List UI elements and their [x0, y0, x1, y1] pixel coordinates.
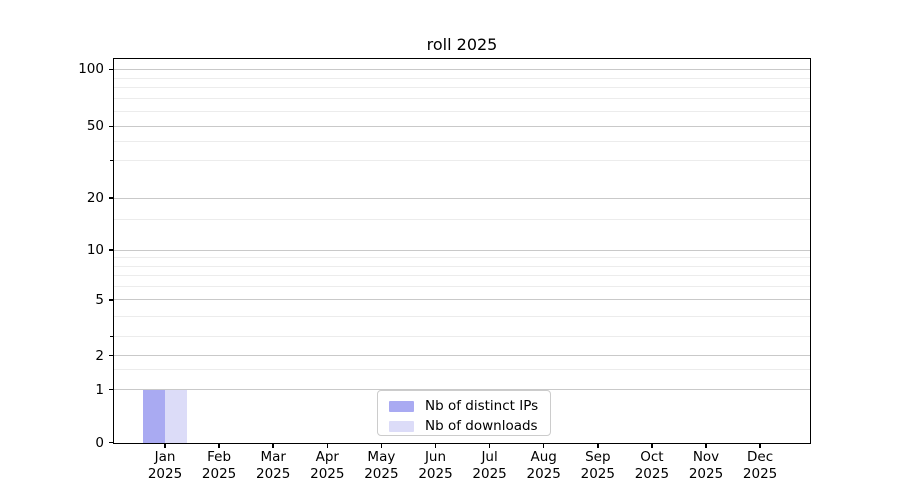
- x-tick: [380, 444, 383, 448]
- x-tick-label: Jul 2025: [460, 449, 520, 482]
- legend-label: Nb of distinct IPs: [425, 398, 539, 414]
- y-gridline-minor: [114, 77, 810, 79]
- x-tick-year: 2025: [472, 465, 507, 482]
- y-gridline-major: [114, 249, 810, 251]
- x-tick-month: Feb: [207, 449, 232, 465]
- y-tick: [109, 68, 113, 71]
- x-tick-year: 2025: [364, 465, 399, 482]
- y-tick-label: 0: [95, 434, 104, 451]
- x-tick-year: 2025: [742, 465, 778, 482]
- y-tick-label: 100: [78, 61, 104, 78]
- x-tick: [542, 444, 545, 448]
- x-tick-year: 2025: [688, 465, 724, 482]
- x-tick-month: Mar: [260, 449, 286, 465]
- y-tick-label: 10: [86, 242, 104, 258]
- y-tick-label: 1: [95, 381, 104, 398]
- x-tick: [326, 444, 329, 448]
- x-tick-month: Jul: [481, 449, 498, 465]
- x-tick-label: Apr 2025: [297, 449, 357, 482]
- legend-swatch-nb-of-downloads: [389, 420, 414, 432]
- y-gridline-minor: [114, 336, 810, 338]
- x-tick: [759, 444, 761, 448]
- x-tick-month: Oct: [640, 449, 664, 465]
- x-tick-label: Oct 2025: [622, 449, 682, 482]
- x-tick: [705, 444, 707, 448]
- x-tick-month: Aug: [530, 449, 557, 465]
- x-tick-label: May 2025: [351, 449, 411, 482]
- y-tick: [109, 299, 113, 301]
- x-tick-year: 2025: [526, 465, 561, 482]
- x-tick-year: 2025: [310, 465, 345, 482]
- y-tick-label: 50: [86, 118, 104, 135]
- x-tick: [164, 444, 166, 448]
- x-tick: [597, 444, 599, 448]
- legend-swatch-nb-of-distinct-ips: [389, 400, 414, 412]
- y-gridline-minor: [114, 140, 810, 142]
- x-tick: [434, 444, 437, 448]
- x-tick-month: Dec: [747, 449, 774, 465]
- y-tick-label: 20: [86, 190, 104, 207]
- x-tick-year: 2025: [147, 465, 183, 482]
- y-gridline-minor: [114, 110, 810, 112]
- legend: Nb of distinct IPs Nb of downloads: [377, 390, 551, 436]
- x-tick-label: Jan 2025: [135, 449, 195, 482]
- y-gridline-minor: [114, 265, 810, 267]
- y-gridline-major: [114, 125, 810, 127]
- y-gridline-minor: [114, 87, 810, 89]
- x-tick-year: 2025: [256, 465, 291, 482]
- x-tick-year: 2025: [580, 465, 615, 482]
- y-tick: [109, 354, 113, 357]
- x-tick-year: 2025: [201, 465, 237, 482]
- x-tick-label: Feb 2025: [189, 449, 249, 482]
- x-tick-month: Nov: [692, 449, 720, 465]
- legend-label: Nb of downloads: [425, 418, 538, 434]
- y-minor-tick: [110, 336, 113, 338]
- x-tick-year: 2025: [634, 465, 670, 482]
- x-tick: [488, 444, 491, 448]
- y-tick: [109, 197, 113, 199]
- y-gridline-major: [114, 389, 810, 391]
- x-tick-label: Nov 2025: [676, 449, 736, 482]
- legend-item-nb-of-distinct-ips: Nb of distinct IPs: [389, 396, 550, 416]
- y-tick: [109, 441, 113, 444]
- y-gridline-major: [114, 299, 810, 301]
- x-tick: [651, 444, 653, 448]
- legend-item-nb-of-downloads: Nb of downloads: [389, 416, 550, 436]
- y-gridline-minor: [114, 286, 810, 288]
- y-gridline-minor: [114, 369, 810, 371]
- y-gridline-major: [114, 197, 810, 199]
- y-gridline-minor: [114, 98, 810, 100]
- x-tick-year: 2025: [418, 465, 453, 482]
- y-gridline-minor: [114, 219, 810, 221]
- plot-area: [113, 58, 811, 444]
- x-tick-label: Mar 2025: [243, 449, 303, 482]
- y-gridline-minor: [114, 315, 810, 317]
- x-tick-label: Sep 2025: [568, 449, 628, 482]
- x-tick-label: Jun 2025: [406, 449, 466, 482]
- x-tick: [272, 444, 274, 448]
- y-gridline-minor: [114, 159, 810, 161]
- y-minor-tick: [110, 159, 113, 161]
- y-gridline-major: [114, 355, 810, 357]
- y-tick: [109, 249, 113, 251]
- chart-title: roll 2025: [426, 35, 498, 54]
- y-tick-label: 2: [95, 347, 104, 364]
- x-tick-label: Dec 2025: [730, 449, 790, 482]
- x-tick: [218, 444, 220, 448]
- x-tick-month: Apr: [315, 449, 339, 465]
- y-gridline-minor: [114, 275, 810, 277]
- y-gridline-major: [114, 68, 810, 70]
- y-gridline-minor: [114, 257, 810, 259]
- y-tick: [109, 388, 113, 391]
- bar-nb-of-distinct-ips-jan: [142, 390, 165, 443]
- x-tick-month: Jan: [154, 449, 176, 465]
- x-tick-month: Jun: [424, 449, 447, 465]
- y-tick: [109, 125, 113, 128]
- y-tick-label: 5: [95, 291, 104, 308]
- x-tick-label: Aug 2025: [514, 449, 574, 482]
- x-tick-month: May: [367, 449, 396, 465]
- bar-nb-of-downloads-jan: [164, 390, 187, 443]
- x-tick-month: Sep: [585, 449, 611, 465]
